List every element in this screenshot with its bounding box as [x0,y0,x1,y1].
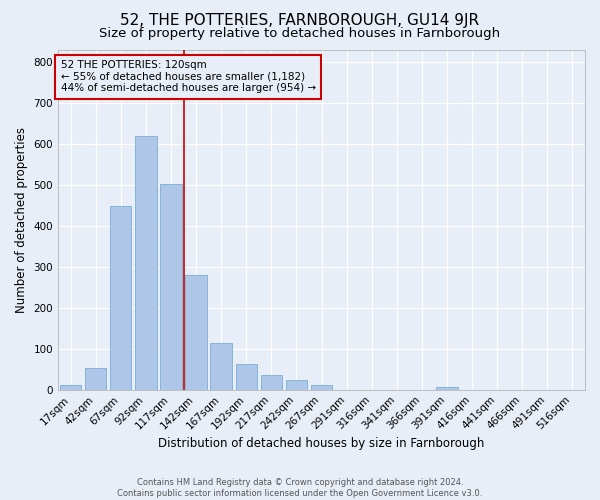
Bar [135,136,157,390]
Bar [85,368,106,390]
Y-axis label: Number of detached properties: Number of detached properties [15,127,28,313]
Bar [260,374,282,390]
Bar [185,275,207,390]
X-axis label: Distribution of detached houses by size in Farnborough: Distribution of detached houses by size … [158,437,485,450]
Bar [311,385,332,390]
Bar [60,385,81,390]
Bar [110,206,131,390]
Bar [160,184,182,390]
Text: Size of property relative to detached houses in Farnborough: Size of property relative to detached ho… [100,28,500,40]
Bar [286,380,307,390]
Text: Contains HM Land Registry data © Crown copyright and database right 2024.
Contai: Contains HM Land Registry data © Crown c… [118,478,482,498]
Text: 52, THE POTTERIES, FARNBOROUGH, GU14 9JR: 52, THE POTTERIES, FARNBOROUGH, GU14 9JR [121,12,479,28]
Bar [211,342,232,390]
Text: 52 THE POTTERIES: 120sqm
← 55% of detached houses are smaller (1,182)
44% of sem: 52 THE POTTERIES: 120sqm ← 55% of detach… [61,60,316,94]
Bar [236,364,257,390]
Bar [436,387,458,390]
